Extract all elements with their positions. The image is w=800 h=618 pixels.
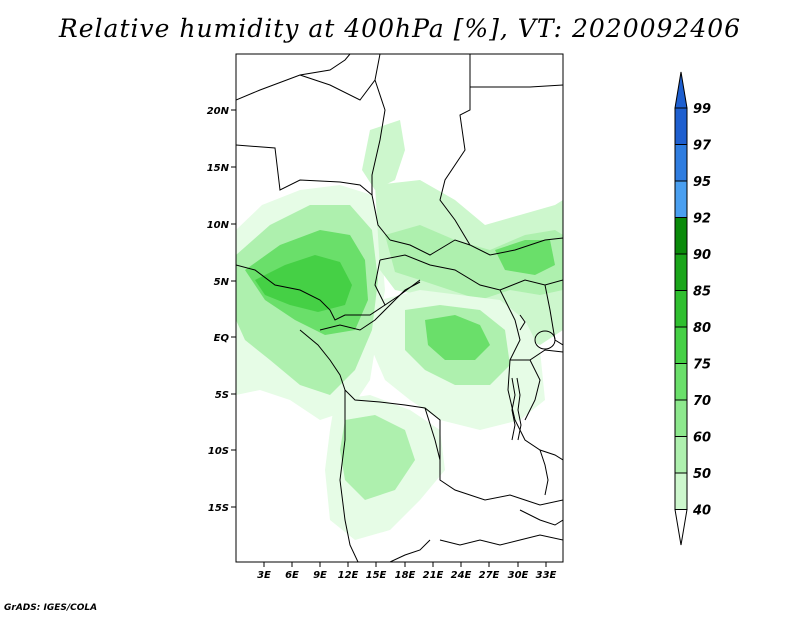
humidity-fields: [236, 120, 563, 540]
colorbar-label: 97: [693, 139, 712, 154]
country-borders: [236, 54, 563, 562]
lon-label: 33E: [536, 570, 557, 581]
colorbar-segment: [674, 472, 688, 510]
lon-label: 18E: [395, 570, 416, 581]
lon-label: 6E: [285, 570, 299, 581]
lon-label: 21E: [423, 570, 444, 581]
lon-tick-21E: 21E: [423, 562, 444, 581]
grads-credit: GrADS: IGES/COLA: [4, 603, 98, 613]
lon-tick-24E: 24E: [451, 562, 472, 581]
lon-label: 3E: [257, 570, 271, 581]
lon-tick-9E: 9E: [313, 562, 327, 581]
colorbar-label: 99: [693, 102, 711, 117]
colorbar-segments: [674, 107, 688, 510]
lon-tick-15E: 15E: [366, 562, 387, 581]
colorbar-segment: [674, 326, 688, 364]
lon-label: 15E: [366, 570, 387, 581]
lat-label: 5S: [215, 390, 229, 401]
lat-label: 10N: [207, 220, 230, 231]
colorbar-segment: [674, 180, 688, 218]
map-title: Relative humidity at 400hPa [%], VT: 202…: [58, 14, 742, 43]
lat-tick-15S: 15S: [208, 503, 236, 514]
colorbar-segment: [674, 253, 688, 291]
map-frame: [235, 53, 564, 563]
lat-label: 20N: [207, 106, 230, 117]
colorbar-labels: 99 97 95 92 90 85 80 75 70 60 50 40: [692, 102, 712, 519]
lat-label: 15S: [208, 503, 229, 514]
colorbar-label: 50: [693, 467, 711, 482]
humidity-region-central-core: [495, 240, 555, 275]
colorbar-segment: [674, 217, 688, 255]
colorbar-label: 70: [693, 394, 711, 409]
lat-tick-10N: 10N: [207, 220, 236, 231]
lon-tick-12E: 12E: [338, 562, 359, 581]
colorbar-label: 80: [693, 321, 711, 336]
lon-tick-33E: 33E: [536, 562, 557, 581]
lon-label: 27E: [479, 570, 500, 581]
colorbar-segment: [674, 363, 688, 401]
lon-tick-6E: 6E: [285, 562, 299, 581]
colorbar-label: 40: [692, 504, 711, 519]
colorbar-bottom-arrow: [674, 509, 688, 546]
lat-label: 15N: [207, 163, 230, 174]
lon-label: 9E: [313, 570, 327, 581]
longitude-axis: 3E 6E 9E 12E 15E 18E 21E 24E 27E 30E 33E: [257, 562, 557, 581]
lat-tick-EQ: EQ: [214, 333, 236, 344]
latitude-axis: 20N 15N 10N 5N EQ 5S 10S 15S: [207, 106, 236, 514]
lon-tick-3E: 3E: [257, 562, 271, 581]
colorbar-segment: [674, 144, 688, 182]
lon-label: 12E: [338, 570, 359, 581]
lon-tick-18E: 18E: [395, 562, 416, 581]
lat-tick-10S: 10S: [208, 446, 236, 457]
colorbar-label: 75: [693, 358, 711, 373]
colorbar-segment: [674, 399, 688, 437]
colorbar-top-arrow: [674, 71, 688, 109]
lat-tick-5S: 5S: [215, 390, 236, 401]
lon-label: 24E: [451, 570, 472, 581]
lakes: [511, 314, 556, 496]
colorbar-label: 85: [693, 285, 711, 300]
colorbar-label: 60: [693, 431, 711, 446]
colorbar-segment: [674, 290, 688, 328]
colorbar-label: 90: [693, 248, 711, 263]
lat-tick-20N: 20N: [207, 106, 236, 117]
humidity-region-north: [362, 120, 405, 190]
lon-tick-27E: 27E: [479, 562, 500, 581]
colorbar-label: 92: [693, 212, 711, 227]
lon-label: 30E: [508, 570, 529, 581]
colorbar: 99 97 95 92 90 85 80 75 70 60 50 40: [674, 71, 712, 546]
lat-tick-15N: 15N: [207, 163, 236, 174]
humidity-region-west-peak: [255, 255, 352, 312]
humidity-region-south-inner: [340, 415, 415, 500]
humidity-region-congo-core: [425, 315, 490, 360]
lat-label: 5N: [214, 277, 230, 288]
colorbar-segment: [674, 107, 688, 145]
lat-label: EQ: [214, 333, 230, 344]
lat-tick-5N: 5N: [214, 277, 236, 288]
lat-label: 10S: [208, 446, 229, 457]
colorbar-label: 95: [693, 175, 711, 190]
lon-tick-30E: 30E: [508, 562, 529, 581]
colorbar-segment: [674, 436, 688, 474]
